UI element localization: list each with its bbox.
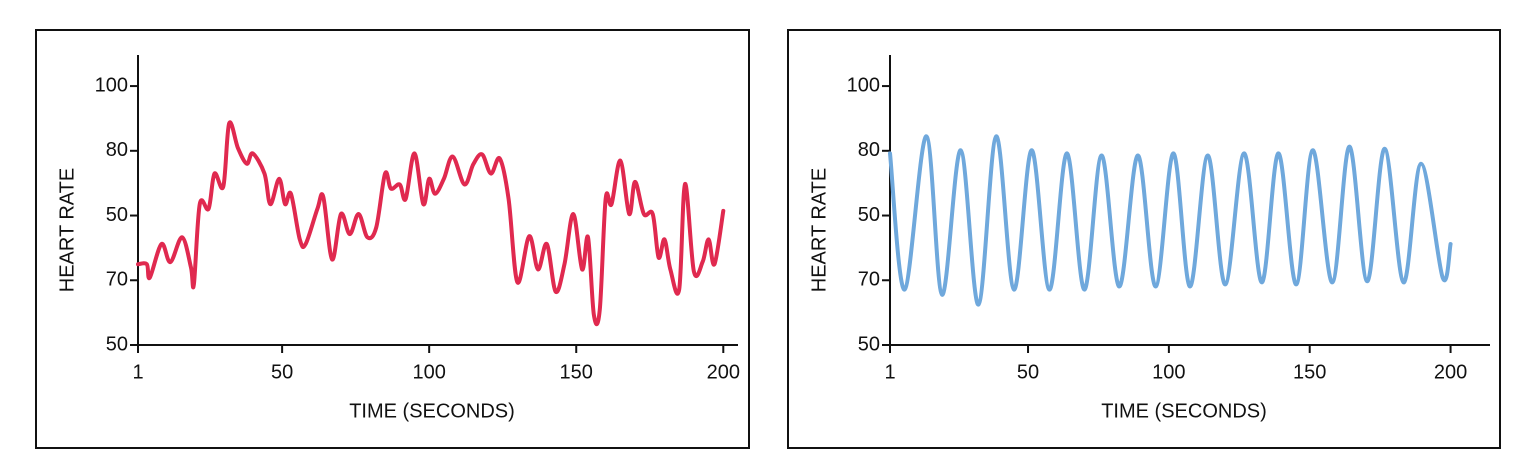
y-tick-label: 50 xyxy=(106,333,128,355)
x-tick-label: 100 xyxy=(1152,361,1185,383)
y-tick-label: 50 xyxy=(106,204,128,226)
x-tick-label: 150 xyxy=(560,361,593,383)
x-tick-label: 50 xyxy=(271,361,293,383)
x-tick-label: 100 xyxy=(412,361,445,383)
data-line xyxy=(888,134,1453,307)
y-axis-label: HEART RATE xyxy=(56,168,78,292)
y-tick-label: 70 xyxy=(858,269,880,291)
x-axis-label: TIME (SECONDS) xyxy=(349,400,515,422)
y-tick-label: 80 xyxy=(858,139,880,161)
y-tick-label: 70 xyxy=(106,269,128,291)
x-tick-label: 50 xyxy=(1017,361,1039,383)
y-tick-label: 100 xyxy=(847,74,880,96)
y-tick-label: 50 xyxy=(858,204,880,226)
x-tick-label: 1 xyxy=(884,361,895,383)
data-line xyxy=(136,120,726,327)
x-axis-label: TIME (SECONDS) xyxy=(1101,400,1267,422)
x-tick-label: 200 xyxy=(1434,361,1467,383)
y-tick-label: 80 xyxy=(106,139,128,161)
x-tick-label: 150 xyxy=(1293,361,1326,383)
y-tick-label: 50 xyxy=(858,333,880,355)
y-tick-label: 100 xyxy=(95,74,128,96)
panel-border xyxy=(35,29,750,449)
panel-border xyxy=(787,29,1501,449)
x-tick-label: 1 xyxy=(132,361,143,383)
x-tick-label: 200 xyxy=(707,361,740,383)
y-axis-label: HEART RATE xyxy=(808,168,830,292)
